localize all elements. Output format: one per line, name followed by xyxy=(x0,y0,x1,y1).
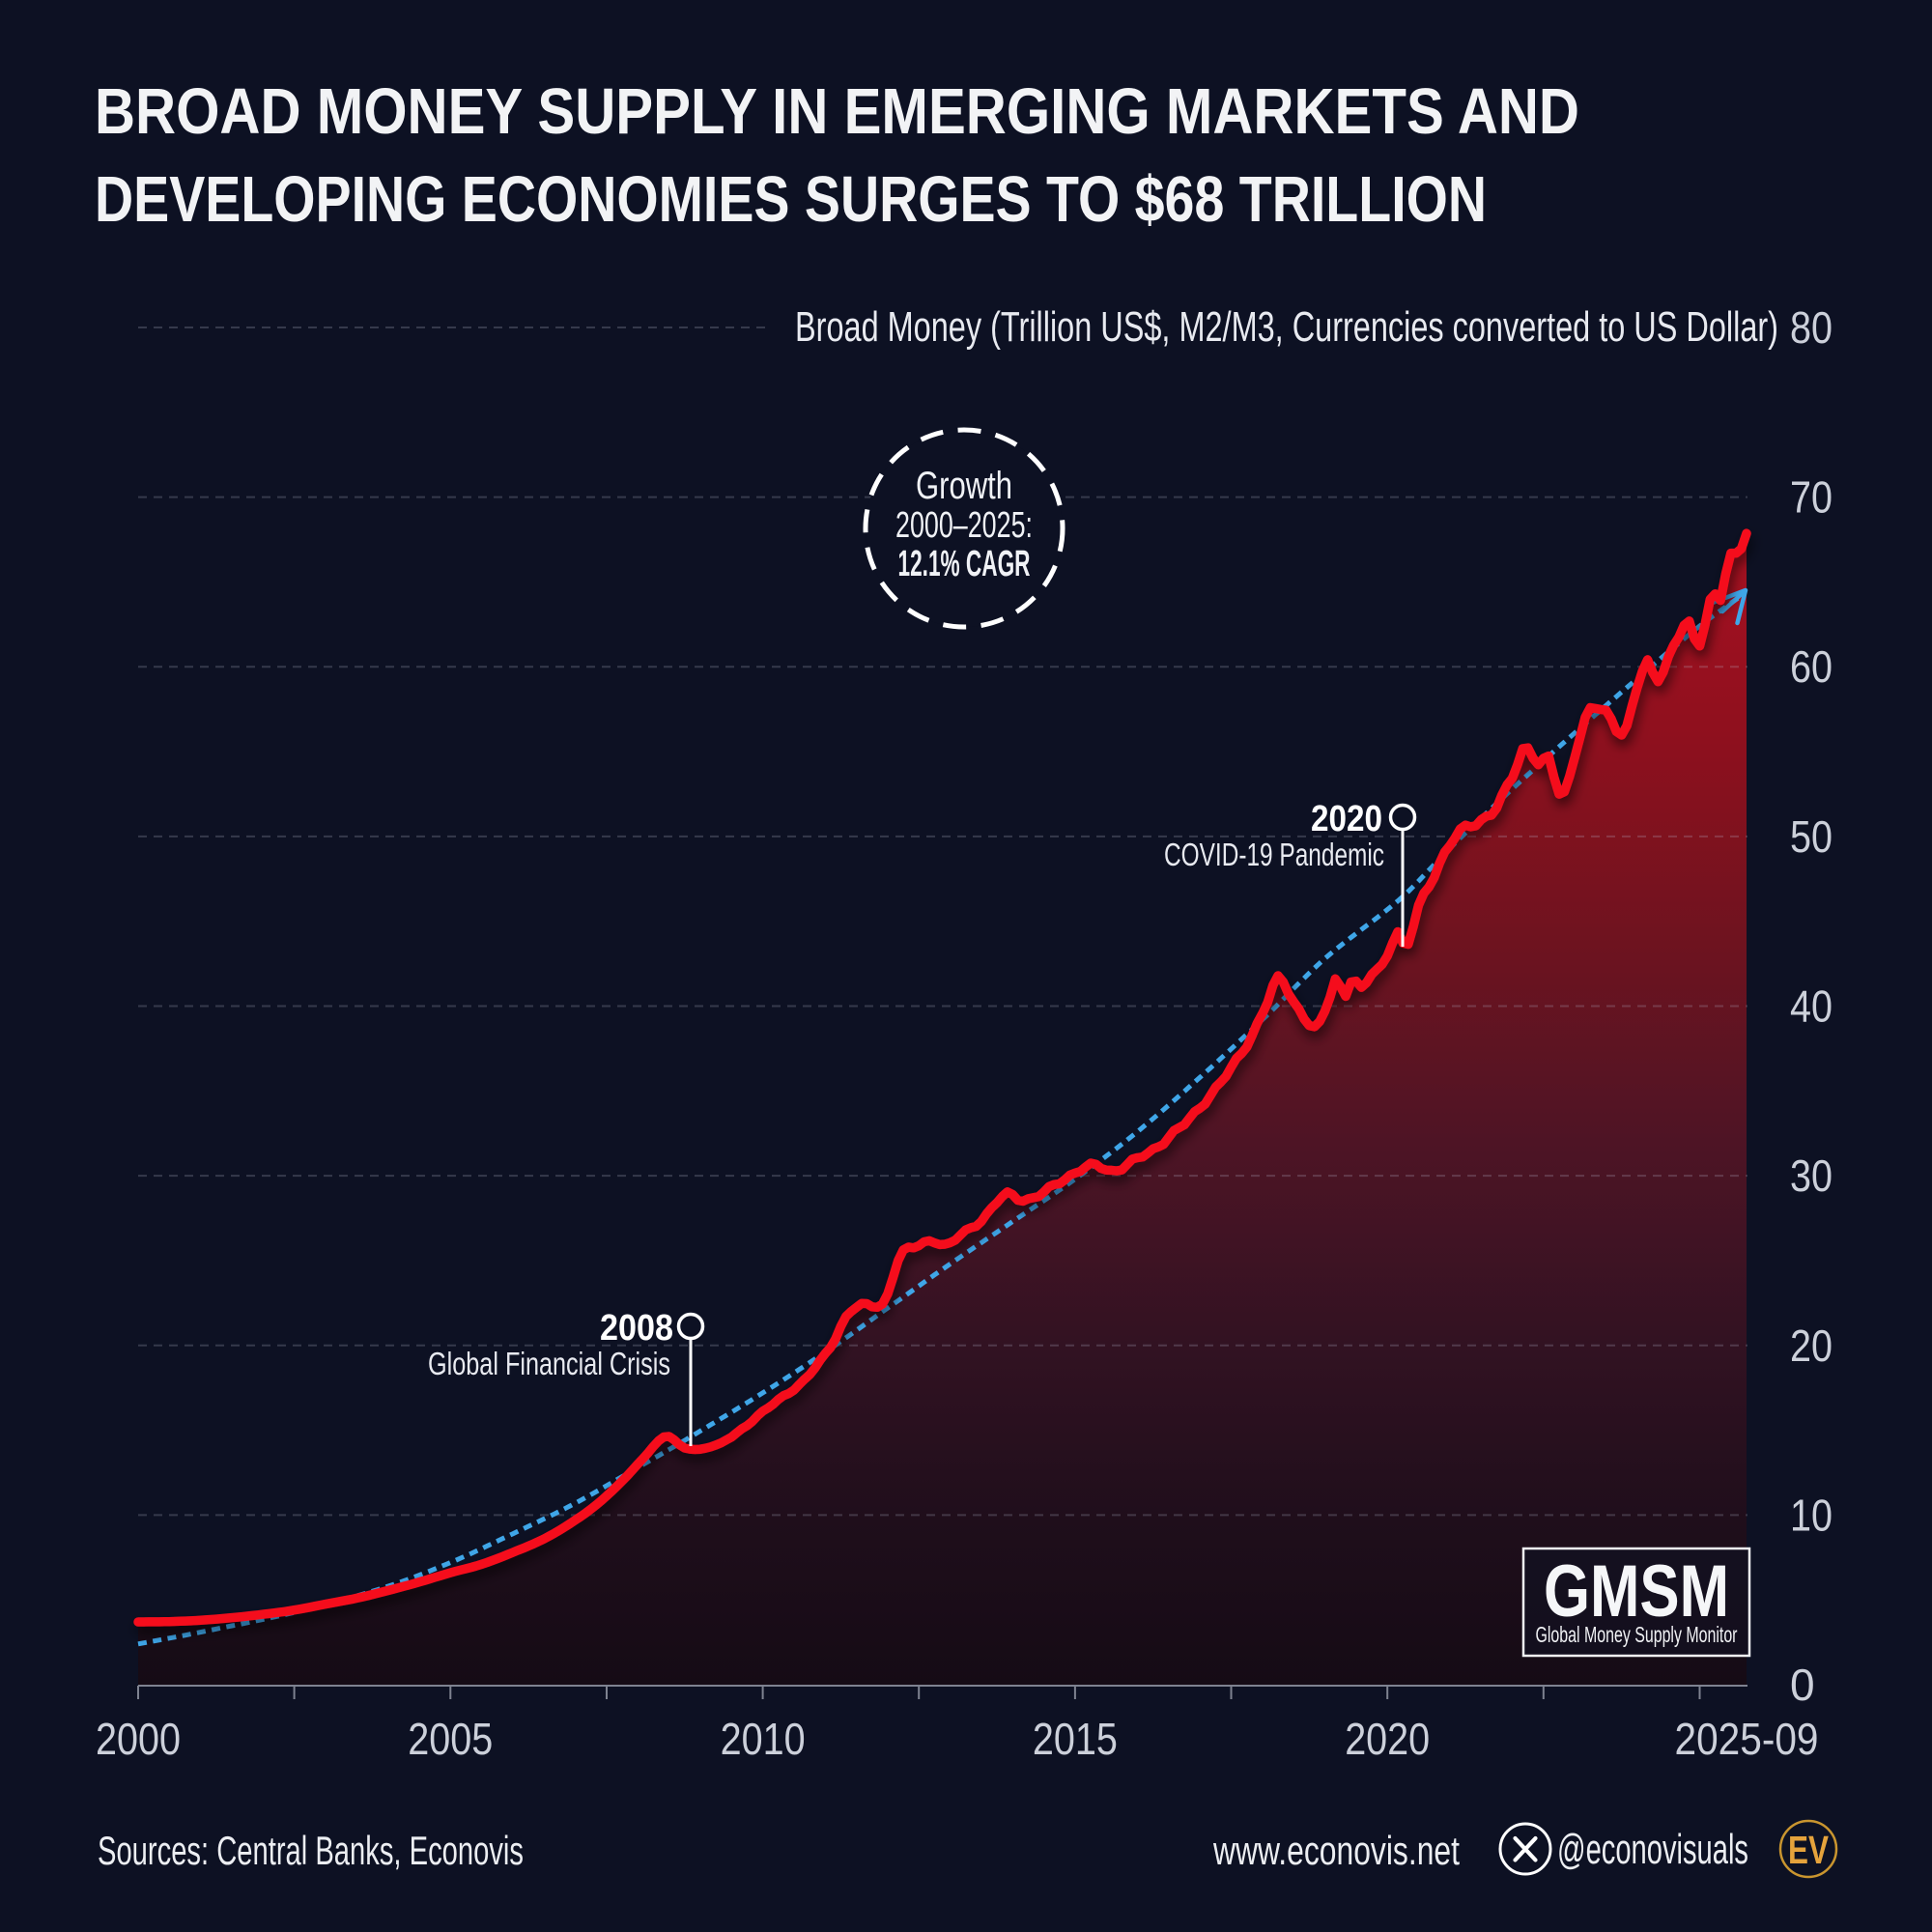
svg-text:40: 40 xyxy=(1790,981,1833,1032)
svg-text:30: 30 xyxy=(1790,1151,1833,1201)
svg-text:Global Financial Crisis: Global Financial Crisis xyxy=(428,1346,670,1381)
svg-text:Growth: Growth xyxy=(916,465,1012,507)
svg-text:12.1% CAGR: 12.1% CAGR xyxy=(898,544,1031,584)
svg-text:2000–2025:: 2000–2025: xyxy=(895,505,1033,546)
svg-text:20: 20 xyxy=(1790,1321,1833,1371)
svg-text:2000: 2000 xyxy=(96,1714,181,1764)
svg-text:DEVELOPING ECONOMIES SURGES TO: DEVELOPING ECONOMIES SURGES TO $68 TRILL… xyxy=(95,163,1487,236)
svg-text:2005: 2005 xyxy=(408,1714,493,1764)
svg-text:0: 0 xyxy=(1790,1660,1815,1710)
svg-text:www.econovis.net: www.econovis.net xyxy=(1212,1828,1460,1873)
svg-text:GMSM: GMSM xyxy=(1544,1550,1729,1633)
svg-text:10: 10 xyxy=(1790,1490,1833,1540)
svg-text:Broad Money (Trillion US$, M2/: Broad Money (Trillion US$, M2/M3, Curren… xyxy=(795,303,1778,351)
svg-text:2020: 2020 xyxy=(1311,799,1382,839)
svg-text:70: 70 xyxy=(1790,472,1833,523)
svg-text:2015: 2015 xyxy=(1033,1714,1118,1764)
svg-text:60: 60 xyxy=(1790,641,1833,692)
svg-text:80: 80 xyxy=(1790,302,1833,353)
svg-text:2008: 2008 xyxy=(600,1308,673,1349)
svg-text:2025-09: 2025-09 xyxy=(1675,1714,1819,1764)
svg-text:COVID-19 Pandemic: COVID-19 Pandemic xyxy=(1164,837,1384,872)
svg-text:BROAD MONEY SUPPLY IN EMERGING: BROAD MONEY SUPPLY IN EMERGING MARKETS A… xyxy=(95,75,1579,148)
svg-text:Global Money Supply Monitor: Global Money Supply Monitor xyxy=(1536,1622,1738,1647)
svg-text:EV: EV xyxy=(1788,1828,1829,1872)
svg-text:2010: 2010 xyxy=(721,1714,806,1764)
svg-text:2020: 2020 xyxy=(1345,1714,1430,1764)
svg-text:50: 50 xyxy=(1790,811,1833,862)
svg-text:Sources: Central Banks, Econov: Sources: Central Banks, Econovis xyxy=(98,1828,524,1873)
svg-text:@econovisuals: @econovisuals xyxy=(1557,1826,1748,1873)
